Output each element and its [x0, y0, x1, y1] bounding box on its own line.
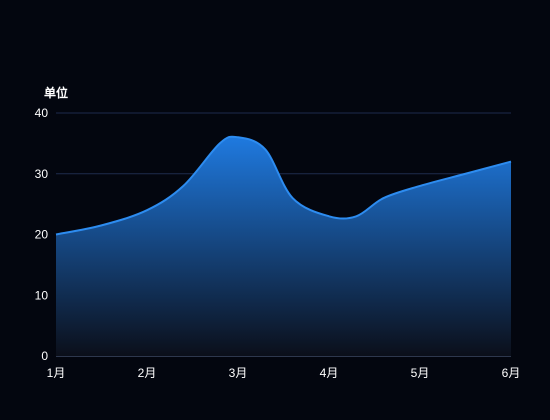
y-tick-label: 0 — [41, 349, 48, 363]
area-fill — [56, 136, 511, 356]
y-tick-label: 10 — [35, 288, 49, 302]
y-axis-ticks: 0 10 20 30 40 — [35, 106, 49, 363]
area-series — [55, 135, 512, 356]
y-tick-label: 30 — [35, 167, 49, 181]
x-tick-label: 4月 — [320, 366, 339, 380]
x-tick-label: 5月 — [411, 366, 430, 380]
y-unit-label: 单位 — [44, 85, 68, 100]
y-tick-label: 40 — [35, 106, 49, 120]
x-tick-label: 1月 — [47, 366, 66, 380]
x-tick-label: 3月 — [229, 366, 248, 380]
x-tick-label: 6月 — [502, 366, 521, 380]
x-axis-ticks: 1月 2月 3月 4月 5月 6月 — [47, 366, 521, 380]
series-line — [55, 135, 512, 236]
y-tick-label: 20 — [35, 228, 49, 242]
x-tick-label: 2月 — [138, 366, 157, 380]
